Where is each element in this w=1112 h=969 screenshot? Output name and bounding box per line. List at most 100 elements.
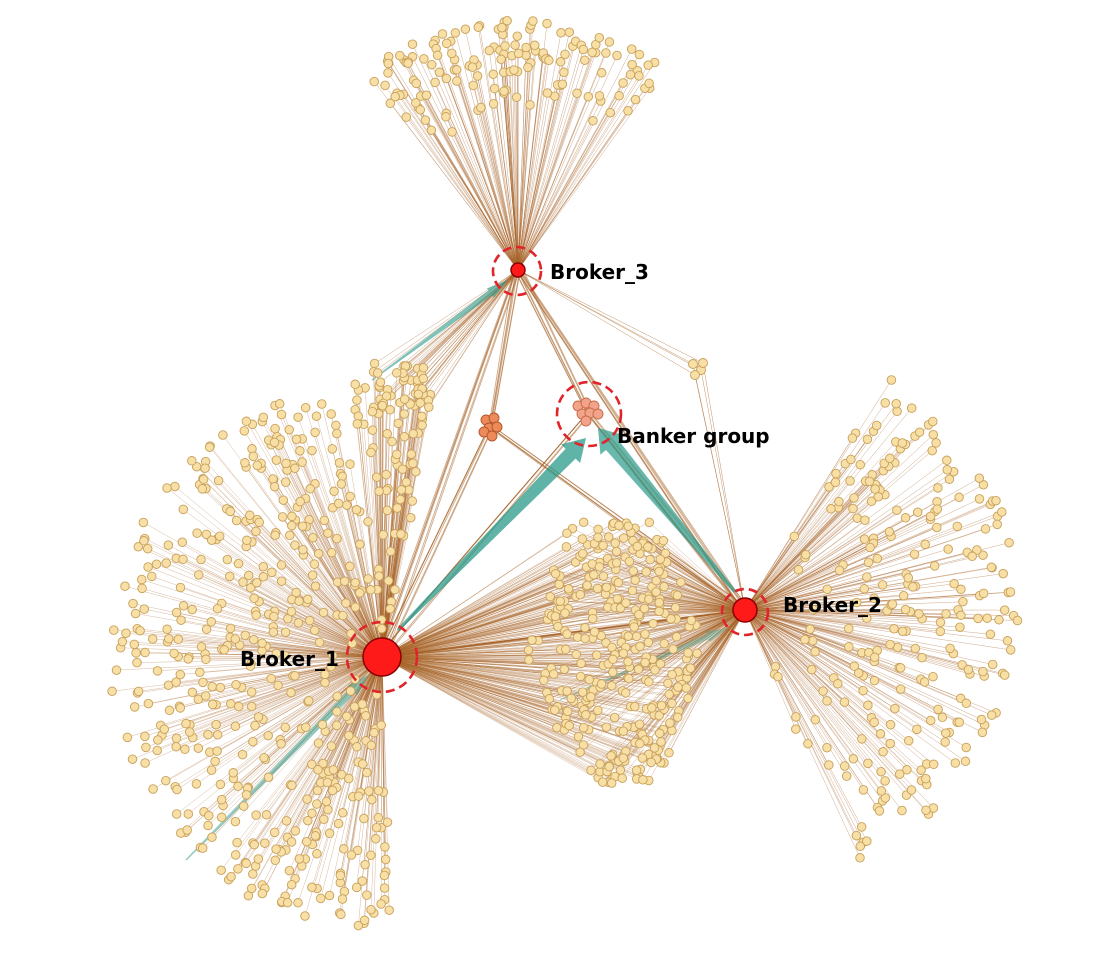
leaf-node	[928, 759, 939, 770]
edge	[381, 400, 429, 658]
leaf-node	[597, 777, 608, 787]
leaf-node	[634, 71, 644, 81]
edge	[744, 442, 903, 611]
leaf-node	[243, 570, 254, 581]
edge	[744, 609, 884, 752]
hub-edge	[489, 426, 744, 611]
edge	[330, 413, 383, 658]
leaf-node	[302, 794, 312, 804]
leaf-node	[929, 561, 940, 571]
leaf-node	[408, 458, 418, 469]
edge	[381, 656, 626, 694]
leaf-node	[401, 112, 412, 122]
leaf-node	[692, 648, 702, 659]
edge	[381, 656, 652, 763]
leaf-node	[810, 715, 821, 725]
edge	[381, 656, 658, 759]
leaf-node	[312, 848, 322, 859]
broker-3-node[interactable]	[510, 262, 526, 278]
leaf-node	[175, 703, 186, 713]
leaf-node	[181, 718, 191, 729]
edge	[381, 656, 546, 674]
edge	[744, 531, 890, 611]
edge	[381, 537, 599, 658]
edge	[381, 619, 548, 658]
edge	[744, 609, 992, 716]
leaf-node	[176, 615, 186, 625]
leaf-node	[391, 368, 402, 378]
hub-edge	[379, 269, 518, 658]
leaf-node	[328, 650, 338, 661]
edge	[381, 656, 653, 660]
edge	[582, 609, 746, 693]
edge	[652, 609, 746, 660]
edge	[744, 576, 867, 611]
edge	[245, 546, 383, 658]
edge	[275, 656, 383, 850]
leaf-node	[397, 464, 408, 474]
leaf-node	[366, 850, 376, 860]
leaf-node	[415, 105, 426, 115]
leaf-node	[308, 532, 318, 543]
leaf-node	[587, 47, 597, 58]
leaf-node	[267, 567, 277, 578]
edge	[744, 609, 1000, 621]
edge	[329, 656, 383, 778]
leaf-node	[800, 634, 810, 645]
leaf-node	[553, 621, 563, 632]
leaf-node	[627, 585, 638, 596]
edge	[201, 646, 383, 658]
leaf-node	[914, 427, 925, 437]
leaf-node	[562, 706, 573, 717]
hub-edge	[517, 269, 590, 415]
edge	[744, 510, 898, 611]
leaf-node	[654, 606, 664, 617]
leaf-node	[245, 583, 256, 593]
leaf-node	[897, 626, 908, 637]
edge	[381, 656, 555, 711]
leaf-node	[415, 398, 425, 408]
edge	[381, 656, 613, 673]
hub-edge	[490, 269, 519, 428]
edge	[611, 609, 746, 686]
leaf-node	[246, 883, 257, 894]
edge	[381, 613, 550, 658]
leaf-node	[521, 42, 531, 53]
edge	[663, 540, 746, 611]
broker-2-node[interactable]	[732, 597, 758, 623]
leaf-node	[411, 98, 421, 108]
leaf-node	[884, 527, 895, 537]
edge	[702, 362, 746, 611]
edge	[381, 646, 641, 658]
broker-1-node[interactable]	[362, 637, 402, 677]
leaf-node	[629, 622, 639, 632]
leaf-node	[131, 648, 141, 658]
edge	[381, 551, 617, 658]
leaf-node	[940, 737, 950, 747]
edge	[381, 656, 620, 732]
leaf-node	[617, 773, 627, 783]
leaf-node	[133, 686, 144, 697]
leaf-node	[987, 659, 998, 670]
leaf-node	[900, 604, 911, 615]
leaf-node	[426, 125, 437, 135]
leaf-node	[900, 513, 911, 523]
leaf-node	[852, 513, 862, 523]
leaf-node	[632, 541, 643, 552]
leaf-node	[259, 752, 269, 763]
leaf-node	[957, 660, 967, 670]
leaf-node	[326, 661, 336, 672]
edge	[547, 609, 746, 620]
leaf-node	[630, 94, 641, 105]
edge	[250, 587, 383, 658]
edge	[381, 656, 612, 757]
edge	[744, 609, 982, 720]
leaf-node	[800, 549, 811, 560]
leaf-node	[286, 837, 297, 847]
edge	[381, 607, 621, 658]
edge	[478, 27, 519, 271]
leaf-node	[885, 738, 896, 749]
leaf-node	[342, 500, 352, 510]
leaf-node	[350, 577, 360, 588]
leaf-node	[315, 893, 326, 904]
